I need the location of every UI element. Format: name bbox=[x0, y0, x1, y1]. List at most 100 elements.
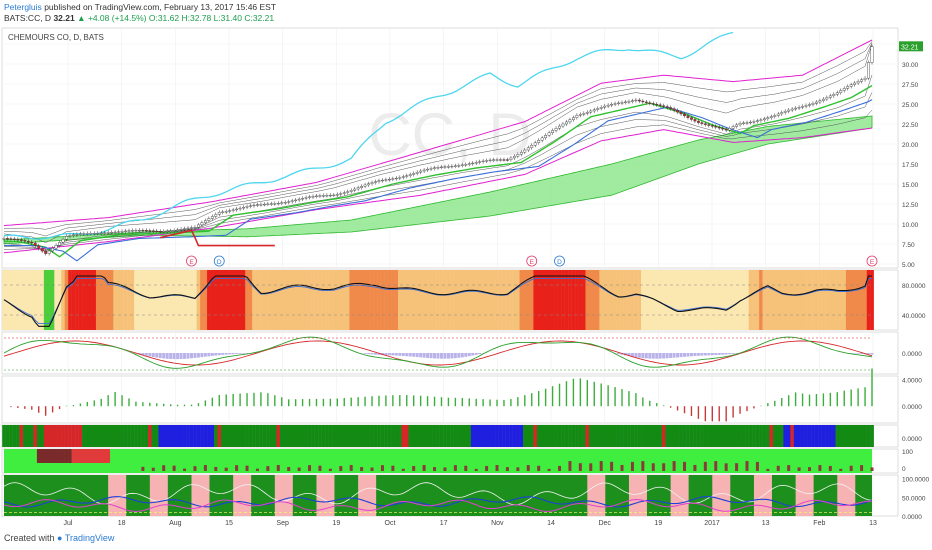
author-link[interactable]: Petergluis bbox=[4, 2, 42, 12]
momentum-shadow-bar bbox=[169, 353, 173, 360]
trend-cell bbox=[179, 425, 183, 447]
heat-cell bbox=[120, 270, 124, 330]
heat-cell bbox=[845, 270, 850, 330]
pressure-bar bbox=[651, 463, 655, 471]
trend-cell bbox=[85, 425, 90, 447]
lower-band-line bbox=[3, 74, 873, 253]
tradingview-link[interactable]: TradingView bbox=[64, 533, 115, 543]
overbought-zone bbox=[587, 475, 606, 516]
pressure-bar bbox=[245, 465, 249, 471]
candle bbox=[710, 125, 714, 127]
heat-cell bbox=[443, 270, 447, 330]
heat-cell bbox=[154, 270, 159, 330]
heat-cell bbox=[585, 270, 590, 330]
heat-cell bbox=[130, 270, 135, 330]
candle bbox=[599, 107, 603, 109]
candle bbox=[776, 113, 780, 116]
candle bbox=[238, 207, 242, 210]
heat-cell bbox=[682, 270, 687, 330]
heat-cell bbox=[148, 270, 152, 330]
momentum-shadow-bar bbox=[391, 353, 395, 356]
trend-cell bbox=[425, 425, 430, 447]
tradingview-logo-icon[interactable]: ● bbox=[57, 533, 63, 543]
trend-cell bbox=[99, 425, 104, 447]
candle bbox=[155, 230, 159, 233]
pressure-bar bbox=[641, 461, 645, 471]
momentum-shadow-bar bbox=[676, 353, 680, 358]
trend-cell bbox=[637, 425, 642, 447]
pressure-bar bbox=[839, 468, 843, 471]
heat-cell bbox=[457, 270, 461, 330]
momentum-shadow-bar bbox=[439, 353, 443, 359]
heat-cell bbox=[838, 270, 843, 330]
trend-cell bbox=[429, 425, 433, 447]
trend-cell bbox=[373, 425, 378, 447]
candle bbox=[485, 160, 489, 162]
candle bbox=[537, 140, 541, 143]
candle bbox=[82, 233, 86, 235]
trend-cell bbox=[450, 425, 454, 447]
y-tick-label: 0.0000 bbox=[902, 351, 922, 358]
overbought-zone bbox=[233, 475, 252, 516]
candle bbox=[450, 165, 454, 168]
candle bbox=[412, 173, 416, 175]
heat-cell bbox=[429, 270, 433, 330]
trend-cell bbox=[502, 425, 506, 447]
trend-cell bbox=[470, 425, 475, 447]
trend-cell bbox=[325, 425, 329, 447]
heat-cell bbox=[224, 270, 229, 330]
momentum-shadow-bar bbox=[669, 353, 673, 358]
heat-cell bbox=[703, 270, 708, 330]
pressure-bar bbox=[50, 449, 55, 463]
candle bbox=[172, 230, 176, 232]
pressure-bar bbox=[714, 461, 718, 471]
trend-cell bbox=[630, 425, 635, 447]
trend-cell bbox=[2, 425, 6, 447]
candle bbox=[75, 234, 79, 236]
candle bbox=[235, 208, 239, 211]
pressure-bar bbox=[860, 465, 864, 471]
trend-cell bbox=[193, 425, 197, 447]
trend-cell bbox=[168, 425, 173, 447]
pressure-bar bbox=[276, 465, 280, 471]
trend-cell bbox=[571, 425, 576, 447]
candle bbox=[769, 116, 773, 118]
chart-canvas[interactable]: Jul 18 Aug 15 Sep 19 Oct 17 Nov 14 Dec 19 2017 13 Feb 1… bbox=[0, 0, 932, 530]
candle bbox=[512, 155, 516, 159]
trend-cell bbox=[328, 425, 333, 447]
candle bbox=[131, 230, 134, 232]
trend-cell bbox=[95, 425, 100, 447]
heat-cell bbox=[731, 270, 736, 330]
pressure-bar bbox=[297, 467, 301, 471]
earnings-marker-icon bbox=[526, 255, 538, 267]
upper-band-line bbox=[4, 41, 873, 230]
heat-cell bbox=[408, 270, 413, 330]
dividend-marker-letter: D bbox=[557, 259, 562, 266]
candle bbox=[474, 162, 478, 164]
candle bbox=[190, 227, 193, 229]
trend-cell bbox=[338, 425, 343, 447]
candle bbox=[839, 90, 843, 93]
trend-cell bbox=[588, 425, 593, 447]
candle bbox=[728, 128, 732, 131]
candle bbox=[499, 159, 502, 161]
heat-cell bbox=[418, 270, 423, 330]
trend-cell bbox=[384, 425, 388, 447]
heat-cell bbox=[165, 270, 170, 330]
heat-cell bbox=[286, 270, 291, 330]
trend-cell bbox=[418, 425, 423, 447]
trend-cell bbox=[814, 425, 819, 447]
pressure-bar bbox=[203, 465, 207, 471]
trend-cell bbox=[779, 425, 784, 447]
heat-cell bbox=[790, 270, 795, 330]
x-tick-label: 15 bbox=[225, 520, 233, 527]
trend-cell bbox=[151, 425, 156, 447]
heat-cell bbox=[425, 270, 430, 330]
candle bbox=[210, 216, 214, 219]
heat-cell bbox=[512, 270, 517, 330]
oscillator-line-blue bbox=[3, 496, 873, 508]
heat-cell bbox=[85, 270, 90, 330]
trend-cell bbox=[682, 425, 687, 447]
heat-cell bbox=[78, 270, 83, 330]
earnings-marker-letter: E bbox=[189, 259, 194, 266]
